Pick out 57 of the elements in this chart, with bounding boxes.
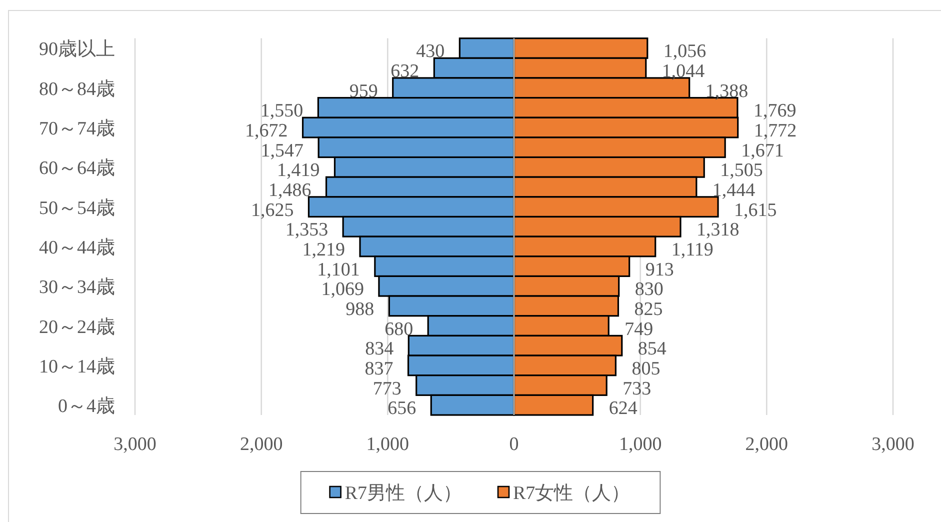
data-label: 1,615 [734,200,777,221]
data-label: 1,069 [321,279,364,300]
y-tick-label: 80～84歳 [39,78,115,100]
data-label: 834 [365,338,394,360]
y-tick-label: 20～24歳 [39,316,115,338]
data-label: 1,388 [705,80,748,102]
data-label: 632 [390,61,420,82]
data-label: 1,119 [671,239,714,260]
legend-label: R7男性（人） [344,483,462,504]
data-label: 1,625 [250,200,294,221]
x-tick-label: 2,000 [240,434,283,455]
data-label: 830 [634,279,664,300]
data-label: 1,444 [712,180,756,201]
data-label: 825 [634,298,663,320]
data-label: 1,505 [720,160,763,182]
data-label: 1,318 [696,220,740,241]
data-label: 1,547 [260,140,304,162]
data-label: 1,772 [754,120,797,142]
x-tick-label: 0 [509,434,519,455]
data-label: 1,353 [285,220,328,241]
y-tick-label: 0～4歳 [58,396,115,418]
data-label: 1,672 [245,120,288,142]
data-label: 837 [364,358,394,380]
data-label: 1,486 [268,180,312,201]
data-label: 1,219 [302,239,345,260]
data-label: 1,044 [662,61,706,82]
y-tick-label: 30～34歳 [39,277,115,298]
data-label: 913 [645,259,674,280]
data-label: 854 [638,338,667,360]
data-label: 1,550 [260,100,304,122]
y-tick-label: 50～54歳 [39,198,115,219]
y-tick-label: 10～14歳 [39,356,115,378]
x-tick-label: 1,000 [366,434,410,455]
y-tick-label: 70～74歳 [39,118,115,140]
data-label: 1,769 [753,100,796,122]
data-label: 749 [624,318,654,340]
data-label: 430 [416,41,445,62]
x-tick-label: 2,000 [745,434,788,455]
y-tick-label: 60～64歳 [39,158,115,180]
data-label: 680 [384,318,414,340]
data-label: 733 [622,378,652,400]
data-label: 959 [349,80,378,102]
data-label: 624 [608,398,638,420]
data-label: 773 [372,378,402,400]
data-label: 656 [388,398,416,420]
data-label: 1,671 [741,140,784,162]
x-tick-label: 3,000 [872,434,914,455]
legend-label: R7女性（人） [513,483,630,504]
y-tick-label: 90歳以上 [39,39,115,60]
x-tick-label: 3,000 [114,434,156,455]
x-tick-label: 1,000 [618,434,662,455]
data-label: 1,056 [663,41,706,62]
data-label: 1,419 [276,160,320,182]
data-label: 805 [632,358,660,380]
y-tick-label: 40～44歳 [39,237,115,258]
data-label: 1,101 [317,259,360,280]
data-label: 988 [346,298,374,320]
